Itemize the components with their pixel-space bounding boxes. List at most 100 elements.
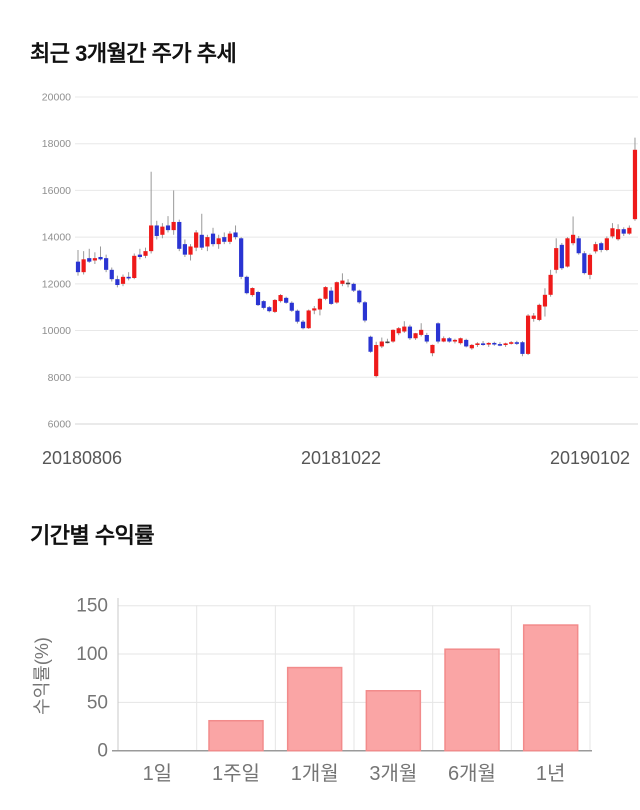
candle-body [407,326,413,339]
candle-body [182,244,187,255]
return-bar [365,690,422,752]
candle-body [604,238,609,250]
candle-body [632,149,638,220]
price-y-tick-label: 14000 [42,232,71,244]
return-bar [522,624,579,752]
price-y-tick-label: 20000 [42,92,71,104]
candle-body [469,344,474,349]
candle-body [345,282,351,285]
candle-body [587,254,593,275]
returns-y-tick-label: 50 [87,692,108,713]
candle-body [143,251,148,256]
candle-body [295,310,300,322]
candle-body [582,253,587,274]
returns-x-tick-label: 1년 [536,762,566,785]
candle-body [576,238,581,254]
return-bar [286,666,343,752]
candle-body [379,341,384,347]
candle-body [615,229,621,240]
price-y-tick-label: 12000 [42,278,71,290]
candle-body [593,244,598,252]
candle-body [81,259,86,273]
price-x-tick-label: 20190102 [550,448,630,468]
candle-body [188,246,193,255]
candle-body [441,338,446,342]
candle-body [132,255,137,279]
candle-body [284,297,289,303]
candle-body [497,344,503,346]
candle-body [531,315,536,319]
candle-body [610,228,615,237]
returns-x-tick-label: 3개월 [369,762,417,785]
candle-body [75,261,81,273]
candle-body [194,232,199,248]
price-y-tick-label: 18000 [42,138,71,150]
candle-body [599,243,604,250]
candle-body [233,232,238,238]
candle-body [537,304,542,320]
candle-body [104,258,109,270]
returns-y-tick-label: 0 [97,741,108,762]
candle-body [149,225,154,252]
candle-body [239,238,244,277]
candle-body [362,302,368,321]
price-x-tick-label: 20181022 [301,448,381,468]
candle-body [250,288,255,296]
candle-body [368,336,373,352]
candle-body [244,276,249,294]
candle-body [137,254,142,257]
price-x-tick-label: 20180806 [42,448,122,468]
returns-x-tick-label: 6개월 [448,762,496,785]
price-chart-title: 최근 3개월간 주가 추세 [30,41,237,66]
candle-body [492,342,497,345]
candle-body [464,339,469,347]
candle-body [480,343,486,345]
candle-body [548,274,553,295]
candle-body [340,280,345,284]
returns-x-tick-label: 1개월 [291,762,339,785]
candle-body [171,221,176,231]
candle-body [312,308,317,311]
candle-body [520,342,525,354]
candle-body [475,343,480,345]
candle-body [385,341,390,344]
returns-x-tick-label: 1일 [143,762,173,785]
candle-body [300,321,306,329]
candle-body [92,258,97,261]
candle-body [261,301,266,308]
candle-body [374,345,379,377]
candle-body [267,307,272,312]
candle-body [126,276,131,279]
candle-body [160,226,165,235]
candle-body [570,234,576,244]
candle-body [413,333,418,339]
returns-chart-title: 기간별 수익률 [30,523,155,548]
candle-body [199,234,204,248]
candle-body [216,238,221,245]
price-y-tick-label: 8000 [48,372,72,384]
candle-body [554,248,559,270]
returns-y-tick-label: 100 [76,644,108,665]
candle-body [334,282,339,303]
price-y-tick-label: 16000 [42,185,71,197]
candle-body [87,258,92,262]
candle-body [109,269,114,280]
return-bar [444,648,500,752]
candle-body [424,334,429,342]
candle-body [565,238,570,267]
return-bar [208,719,264,752]
returns-y-tick-label: 150 [76,596,108,617]
candle-body [351,283,356,291]
candle-body [396,328,401,334]
candle-body [323,287,328,299]
candle-body [154,225,159,236]
candle-body [120,276,126,284]
candle-body [115,279,120,286]
candle-body [390,329,396,342]
price-y-tick-label: 6000 [48,418,72,430]
candle-body [627,227,632,234]
candle-body [177,221,182,249]
candle-body [98,256,103,260]
candle-body [255,292,261,306]
